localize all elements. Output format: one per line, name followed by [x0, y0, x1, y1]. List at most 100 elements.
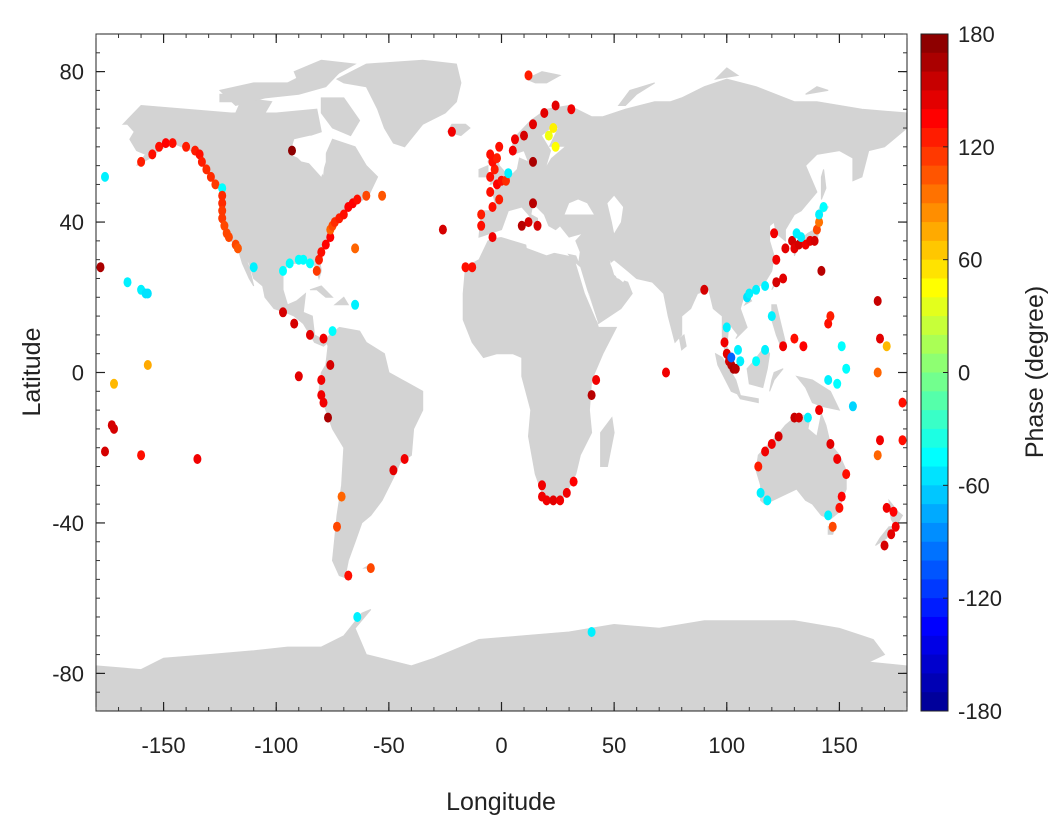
- station-point: [767, 439, 776, 449]
- colorbar-segment: [921, 259, 948, 279]
- station-point: [290, 318, 299, 329]
- station-point: [826, 439, 835, 449]
- station-point: [328, 326, 337, 337]
- station-point: [587, 390, 596, 401]
- station-point: [288, 145, 296, 156]
- station-point: [504, 168, 513, 179]
- station-point: [306, 329, 314, 340]
- station-point: [824, 318, 833, 329]
- station-point: [731, 363, 740, 374]
- land-antarctica: [95, 609, 908, 712]
- station-point: [524, 70, 533, 81]
- station-point: [833, 378, 842, 389]
- x-tick-label: 50: [602, 733, 626, 758]
- station-point: [101, 446, 109, 457]
- station-point: [887, 529, 896, 540]
- station-point: [351, 243, 360, 254]
- station-point: [529, 119, 537, 130]
- station-point: [137, 450, 146, 461]
- axis-ticks: -150 -100 -50 0 50 100 150 80 40 0 -40 -80: [52, 33, 908, 758]
- station-point: [734, 344, 742, 355]
- y-axis-title: Latitude: [18, 328, 46, 417]
- station-point: [218, 205, 227, 216]
- station-point: [842, 363, 851, 374]
- station-point: [344, 570, 353, 581]
- station-point: [592, 375, 601, 385]
- land-ireland: [478, 164, 489, 178]
- station-point: [763, 495, 772, 506]
- land-java: [736, 394, 759, 404]
- colorbar-segment: [921, 353, 948, 373]
- station-point: [876, 435, 884, 446]
- station-point: [542, 495, 551, 506]
- colorbar-segment: [921, 692, 948, 712]
- station-point: [819, 202, 828, 212]
- station-point: [891, 521, 900, 532]
- station-point: [490, 164, 499, 175]
- station-point: [517, 220, 526, 231]
- station-point: [761, 344, 770, 355]
- station-point: [143, 288, 152, 299]
- station-point: [772, 277, 781, 288]
- station-point: [761, 281, 770, 291]
- station-point: [353, 612, 362, 622]
- station-point: [779, 273, 788, 284]
- colorbar-segment: [921, 109, 948, 129]
- land-cuba: [309, 285, 334, 298]
- colorbar-segment: [921, 278, 948, 298]
- colorbar-segment: [921, 90, 948, 110]
- station-point: [378, 190, 387, 201]
- station-point: [285, 258, 294, 269]
- station-point: [779, 341, 788, 352]
- station-point: [339, 209, 348, 220]
- station-point: [815, 405, 824, 416]
- land-sulawesi: [769, 368, 784, 392]
- station-point: [486, 171, 495, 182]
- station-point: [662, 367, 670, 378]
- x-tick-label: -50: [373, 733, 405, 758]
- station-point: [461, 262, 470, 273]
- station-point: [898, 397, 907, 408]
- station-point: [520, 130, 528, 141]
- station-point: [587, 627, 596, 637]
- colorbar-segment: [921, 184, 948, 204]
- station-point: [826, 311, 835, 322]
- station-point: [815, 209, 824, 220]
- colorbar-segment: [921, 165, 948, 185]
- station-point: [294, 371, 303, 382]
- station-point: [569, 476, 578, 487]
- station-point: [727, 352, 736, 363]
- colorbar-segment: [921, 240, 948, 261]
- land-new-guinea: [795, 375, 841, 411]
- station-point: [848, 401, 857, 412]
- station-point: [538, 480, 546, 491]
- station-point: [333, 521, 341, 532]
- station-point: [362, 190, 371, 201]
- land-madagascar: [600, 416, 615, 467]
- station-point: [193, 454, 202, 464]
- station-point: [218, 198, 227, 209]
- station-point: [556, 495, 565, 506]
- colorbar-segment: [921, 203, 948, 223]
- station-point: [148, 149, 157, 160]
- station-point: [488, 232, 497, 243]
- station-point: [736, 356, 745, 367]
- station-point: [722, 322, 731, 333]
- station-point: [812, 224, 821, 235]
- station-point: [101, 171, 109, 182]
- station-point: [511, 134, 519, 145]
- station-point: [873, 296, 882, 306]
- station-point: [495, 141, 504, 152]
- colorbar-segment: [921, 34, 948, 54]
- station-point: [211, 179, 220, 190]
- station-point: [312, 265, 321, 276]
- station-point: [524, 217, 533, 228]
- station-point: [324, 412, 332, 423]
- colorbar-segment: [921, 52, 948, 73]
- station-point: [781, 243, 790, 254]
- station-point: [567, 104, 576, 115]
- station-point: [486, 149, 495, 160]
- station-point: [833, 454, 842, 464]
- station-point: [400, 454, 409, 464]
- station-point: [754, 461, 763, 472]
